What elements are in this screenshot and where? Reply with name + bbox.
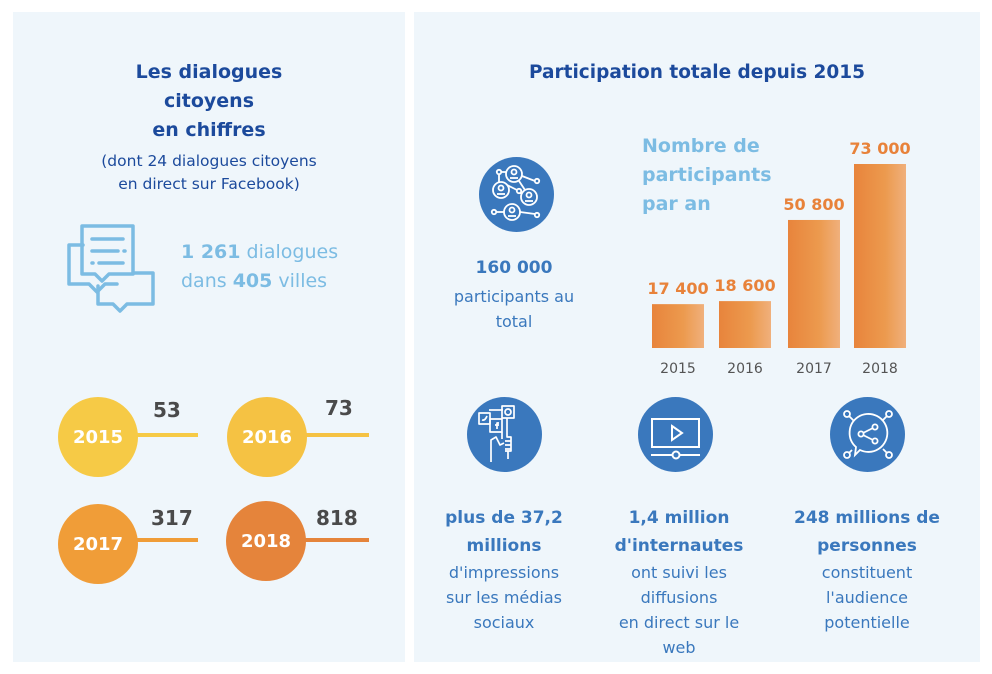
x-tick-label: 2015 [660, 361, 696, 377]
bar-value-label: 50 800 [783, 195, 844, 214]
bar-value-label: 17 400 [647, 279, 708, 298]
x-tick-label: 2016 [727, 361, 763, 377]
chart-title: Nombre de participants par an [642, 132, 772, 219]
stat-text-line: web [662, 638, 696, 657]
bar-2015 [652, 304, 704, 348]
x-tick-label: 2017 [796, 361, 832, 377]
year-count-2016: 73 [325, 396, 353, 420]
stat-social-media: plus de 37,2 millions d'impressions sur … [434, 504, 574, 635]
participation-title: Participation totale depuis 2015 [528, 62, 866, 83]
year-badge-2017: 2017 [58, 504, 138, 584]
dialogues-label: dialogues [240, 241, 339, 263]
year-badge-2015: 2015 [58, 397, 138, 477]
video-player-icon [638, 397, 713, 472]
stat-bold-line: personnes [817, 536, 917, 556]
year-label: 2018 [240, 530, 292, 552]
stat-text-line: ont suivi les [631, 563, 727, 582]
stat-text-line: d'impressions [448, 563, 560, 582]
year-label: 2015 [72, 426, 124, 448]
total-participants-number: 160 000 [475, 258, 553, 278]
stat-bold-line: 248 millions de [794, 508, 940, 528]
bar-2017 [788, 219, 840, 348]
share-bubble-icon [830, 397, 905, 472]
label-line: participants au [453, 287, 575, 306]
chat-bubbles-icon [65, 224, 161, 314]
subtitle-line: en direct sur Facebook) [118, 175, 300, 193]
dialogues-title: Les dialogues citoyens en chiffres [13, 58, 405, 145]
stat-text-line: diffusions [640, 588, 718, 607]
stat-text-line: sociaux [473, 613, 535, 632]
year-label: 2016 [241, 426, 293, 448]
dialogues-panel: Les dialogues citoyens en chiffres (dont… [13, 12, 405, 662]
dialogues-stats: 1 261 dialogues dans 405 villes [181, 238, 338, 296]
year-line-2016 [303, 433, 369, 437]
stat-text-line: potentielle [824, 613, 910, 632]
stat-web-viewers: 1,4 million d'internautes ont suivi les … [604, 504, 754, 660]
year-line-2017 [133, 538, 198, 542]
year-count-2018: 818 [316, 506, 358, 530]
title-line: citoyens [163, 90, 255, 112]
year-count-2015: 53 [153, 398, 181, 422]
x-tick-label: 2018 [862, 361, 898, 377]
label-line: total [495, 312, 533, 331]
total-participants-label: participants au total [439, 284, 589, 334]
participation-panel: Participation totale depuis 2015 160 000… [414, 12, 980, 662]
year-label: 2017 [72, 533, 124, 555]
cities-count-line: dans 405 villes [181, 267, 338, 296]
stat-bold-line: plus de 37,2 [445, 508, 563, 528]
bar-2016 [719, 301, 771, 348]
stat-text-line: en direct sur le [618, 613, 740, 632]
chart-title-line: participants [642, 164, 772, 186]
dialogues-count-line: 1 261 dialogues [181, 238, 338, 267]
chart-title-line: par an [642, 193, 711, 215]
title-line: en chiffres [152, 119, 266, 141]
dialogues-count: 1 261 [181, 241, 241, 263]
stat-bold-line: d'internautes [614, 536, 744, 556]
stat-bold-line: 1,4 million [628, 508, 730, 528]
year-count-2017: 317 [151, 506, 193, 530]
chart-title-line: Nombre de [642, 135, 760, 157]
year-badge-2016: 2016 [227, 397, 307, 477]
social-media-hand-icon [467, 397, 542, 472]
dialogues-subtitle: (dont 24 dialogues citoyens en direct su… [13, 150, 405, 196]
subtitle-line: (dont 24 dialogues citoyens [101, 152, 317, 170]
bar-2018 [854, 164, 906, 348]
cities-prefix: dans [181, 270, 233, 292]
stat-potential-audience: 248 millions de personnes constituent l'… [787, 504, 947, 635]
stat-bold-line: millions [466, 536, 542, 556]
cities-count: 405 [232, 270, 273, 292]
cities-label: villes [272, 270, 328, 292]
bar-value-label: 73 000 [849, 139, 910, 158]
stat-text-line: l'audience [825, 588, 908, 607]
year-line-2018 [303, 538, 369, 542]
people-network-icon [479, 157, 554, 232]
participants-bar-chart: 17 400 2015 18 600 2016 50 800 2017 73 000 2018 [647, 139, 910, 377]
bar-value-label: 18 600 [714, 276, 775, 295]
title-line: Les dialogues [135, 61, 283, 83]
stat-text-line: sur les médias [445, 588, 563, 607]
year-line-2015 [133, 433, 198, 437]
stat-text-line: constituent [821, 563, 913, 582]
year-badge-2018: 2018 [226, 501, 306, 581]
